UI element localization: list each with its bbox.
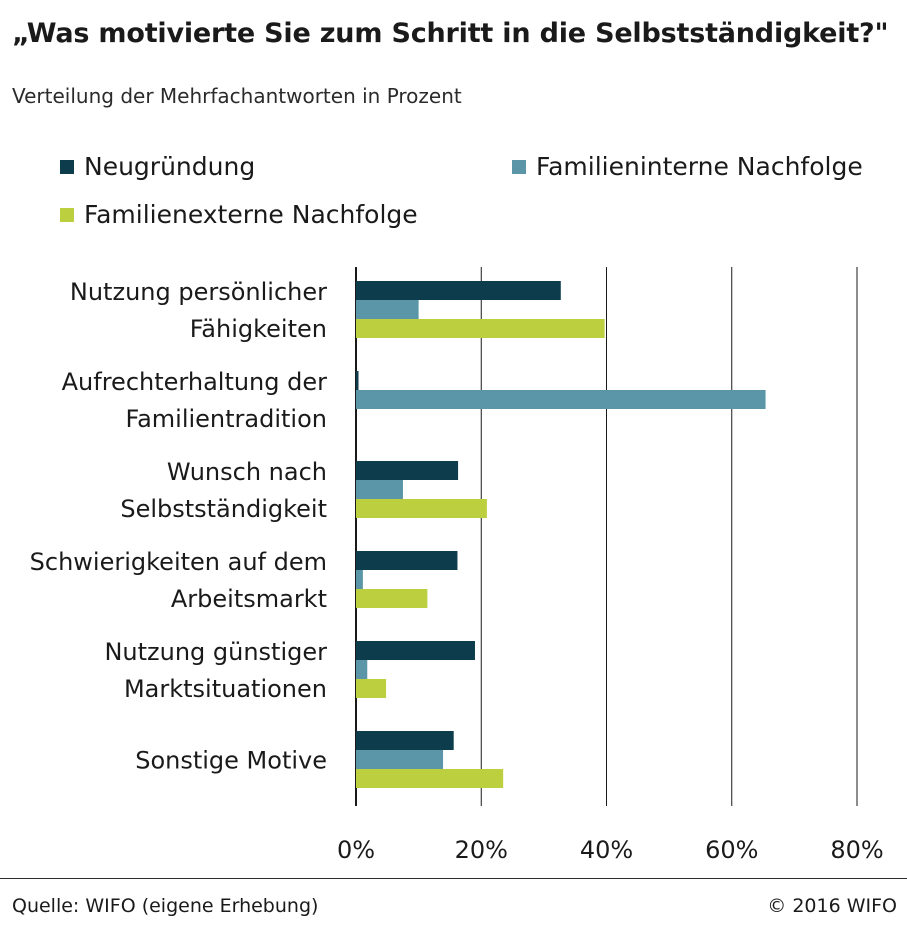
category-label: Arbeitsmarkt [171,585,327,613]
legend-item-familieninterne: Familieninterne Nachfolge [512,152,863,181]
legend-swatch-familieninterne [512,159,526,174]
bar-familieninterne [356,750,444,769]
category-label: Nutzung günstiger [104,638,327,666]
x-tick-label: 40% [580,836,633,864]
x-tick-label: 0% [337,836,375,864]
bar-neugruendung [356,371,359,390]
chart-title: „Was motivierte Sie zum Schritt in die S… [12,18,889,49]
bar-neugruendung [356,281,561,300]
category-label: Marktsituationen [124,675,327,703]
bar-familienexterne [356,499,487,518]
bar-familieninterne [356,570,363,589]
legend-swatch-neugruendung [60,159,74,174]
chart-header: „Was motivierte Sie zum Schritt in die S… [12,18,895,49]
category-label: Schwierigkeiten auf dem [30,548,327,576]
copyright-note: © 2016 WIFO [767,895,897,917]
category-label: Wunsch nach [167,458,327,486]
category-label: Selbstständigkeit [120,495,327,523]
bar-familienexterne [356,679,387,698]
chart-subtitle: Verteilung der Mehrfachantworten in Proz… [12,84,462,108]
bar-familieninterne [356,390,766,409]
x-tick-label: 60% [705,836,758,864]
bar-familienexterne [356,589,428,608]
category-label: Nutzung persönlicher [70,278,327,306]
bar-neugruendung [356,551,458,570]
bar-neugruendung [356,461,459,480]
source-note: Quelle: WIFO (eigene Erhebung) [12,895,319,917]
bar-familieninterne [356,300,419,319]
legend-item-neugruendung: Neugründung [60,152,255,181]
bar-familieninterne [356,480,403,499]
bar-familieninterne [356,660,368,679]
x-tick-label: 80% [830,836,883,864]
bar-neugruendung [356,731,454,750]
legend-swatch-familienexterne [60,207,74,222]
bar-familienexterne [356,769,504,788]
x-tick-label: 20% [455,836,508,864]
bar-familienexterne [356,319,605,338]
legend-label-neugruendung: Neugründung [84,152,256,181]
legend-label-familieninterne: Familieninterne Nachfolge [536,152,863,181]
category-label: Sonstige Motive [135,747,327,775]
legend-item-familienexterne: Familienexterne Nachfolge [60,200,418,229]
footer-divider [0,878,907,879]
category-label: Familientradition [125,405,327,433]
category-label: Fähigkeiten [190,315,327,343]
bar-neugruendung [356,641,475,660]
category-label: Aufrechterhaltung der [62,368,327,396]
legend-label-familienexterne: Familienexterne Nachfolge [84,200,418,229]
